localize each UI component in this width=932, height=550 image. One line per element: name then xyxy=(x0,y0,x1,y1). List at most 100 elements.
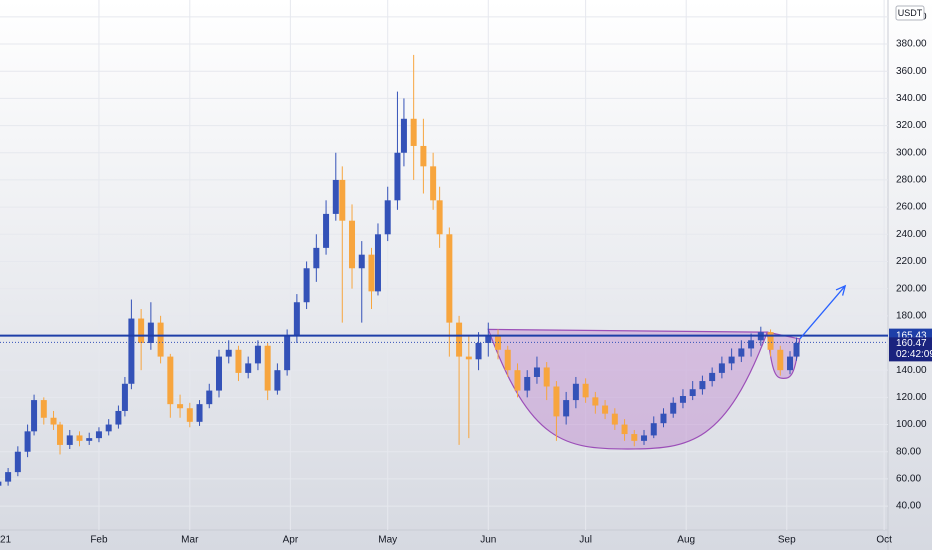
candle-body xyxy=(728,356,735,364)
y-tick-label: 100.00 xyxy=(896,419,927,430)
candle-body xyxy=(215,356,222,391)
level-price-label: 165.43 xyxy=(896,330,927,341)
candle-body xyxy=(349,220,356,269)
axis-labels: 40.0060.0080.00100.00120.00140.00160.001… xyxy=(0,5,932,546)
candle-body xyxy=(504,349,511,371)
x-tick-label: May xyxy=(378,535,397,546)
candle-body xyxy=(66,435,73,445)
x-tick-label: Jun xyxy=(480,535,496,546)
candle-body xyxy=(303,268,310,303)
candle-body xyxy=(699,381,706,390)
candle-body xyxy=(611,413,618,425)
candle-body xyxy=(485,336,492,344)
plot xyxy=(0,54,888,486)
candle-body xyxy=(430,166,437,201)
candle-body xyxy=(147,322,154,344)
y-tick-label: 180.00 xyxy=(896,310,927,321)
candle-body xyxy=(5,472,12,482)
candle-body xyxy=(313,247,320,269)
candle-body xyxy=(138,318,145,344)
y-tick-label: 340.00 xyxy=(896,93,927,104)
candle-body xyxy=(793,343,800,357)
candle-body xyxy=(57,424,64,445)
x-tick-label: Aug xyxy=(677,535,695,546)
y-tick-label: 140.00 xyxy=(896,365,927,376)
candle-body xyxy=(436,200,443,235)
currency-box xyxy=(895,5,925,21)
candle-body xyxy=(105,424,112,432)
candle-body xyxy=(86,438,93,441)
candle-body xyxy=(245,363,252,373)
candle-body xyxy=(31,400,38,432)
y-tick-label: 220.00 xyxy=(896,256,927,267)
x-tick-label: Oct xyxy=(876,535,892,546)
candle-body xyxy=(631,434,638,441)
candle-body xyxy=(738,348,745,357)
candle-body xyxy=(748,340,755,349)
y-tick-label: 240.00 xyxy=(896,229,927,240)
candle-body xyxy=(602,405,609,414)
candle-body xyxy=(177,404,184,409)
y-tick-label: 320.00 xyxy=(896,120,927,131)
candle-body xyxy=(374,234,381,292)
candle-body xyxy=(709,372,716,382)
candle-body xyxy=(787,356,794,371)
candle-body xyxy=(524,376,531,391)
candle-body xyxy=(543,367,550,387)
candle-body xyxy=(254,345,261,364)
candle-body xyxy=(121,383,128,411)
candle-body xyxy=(767,332,774,350)
candle-body xyxy=(128,318,135,384)
candle-body xyxy=(76,435,83,441)
grid xyxy=(0,0,888,530)
candle-body xyxy=(777,349,784,371)
candle-body xyxy=(115,410,122,425)
candle-body xyxy=(339,179,346,221)
candle-body xyxy=(157,322,164,357)
candle-body xyxy=(679,396,686,403)
candle-body xyxy=(167,356,174,405)
y-tick-label: 300.00 xyxy=(896,147,927,158)
y-tick-label: 360.00 xyxy=(896,66,927,77)
currency-label: USDT xyxy=(898,8,923,18)
candle-body xyxy=(641,435,648,441)
candle-body xyxy=(368,254,375,292)
candle-body xyxy=(384,200,391,235)
candle-body xyxy=(0,481,2,486)
x-tick-label: 21 xyxy=(0,535,12,546)
candle-body xyxy=(533,367,540,377)
candle-body xyxy=(24,431,31,452)
x-tick-label: Mar xyxy=(181,535,199,546)
candle-body xyxy=(553,386,560,417)
y-tick-label: 80.00 xyxy=(896,446,921,457)
candle-body xyxy=(456,322,463,357)
candle-body xyxy=(40,400,47,418)
y-tick-label: 40.00 xyxy=(896,501,921,512)
candle-body xyxy=(670,402,677,414)
y-tick-label: 200.00 xyxy=(896,283,927,294)
candle-body xyxy=(582,383,589,398)
candle-body xyxy=(264,345,271,391)
candle-body xyxy=(495,336,502,350)
arrow-line xyxy=(799,285,846,340)
y-tick-label: 120.00 xyxy=(896,392,927,403)
y-tick-label: 280.00 xyxy=(896,175,927,186)
candle-body xyxy=(410,118,417,146)
cup-pattern xyxy=(487,328,769,450)
last-price-box xyxy=(889,337,932,362)
arrow-head xyxy=(835,284,847,296)
candle-body xyxy=(465,356,472,360)
y-tick-label: 60.00 xyxy=(896,474,921,485)
last-price-label: 160.47 xyxy=(896,338,927,349)
candle-body xyxy=(621,424,628,435)
candle-body xyxy=(95,431,102,439)
candle-body xyxy=(514,370,521,391)
candle-body xyxy=(186,408,193,422)
x-tick-label: Feb xyxy=(90,535,108,546)
candle-body xyxy=(420,145,427,167)
candle-body xyxy=(572,383,579,401)
candle-body xyxy=(293,302,300,337)
candle-body xyxy=(660,413,667,424)
